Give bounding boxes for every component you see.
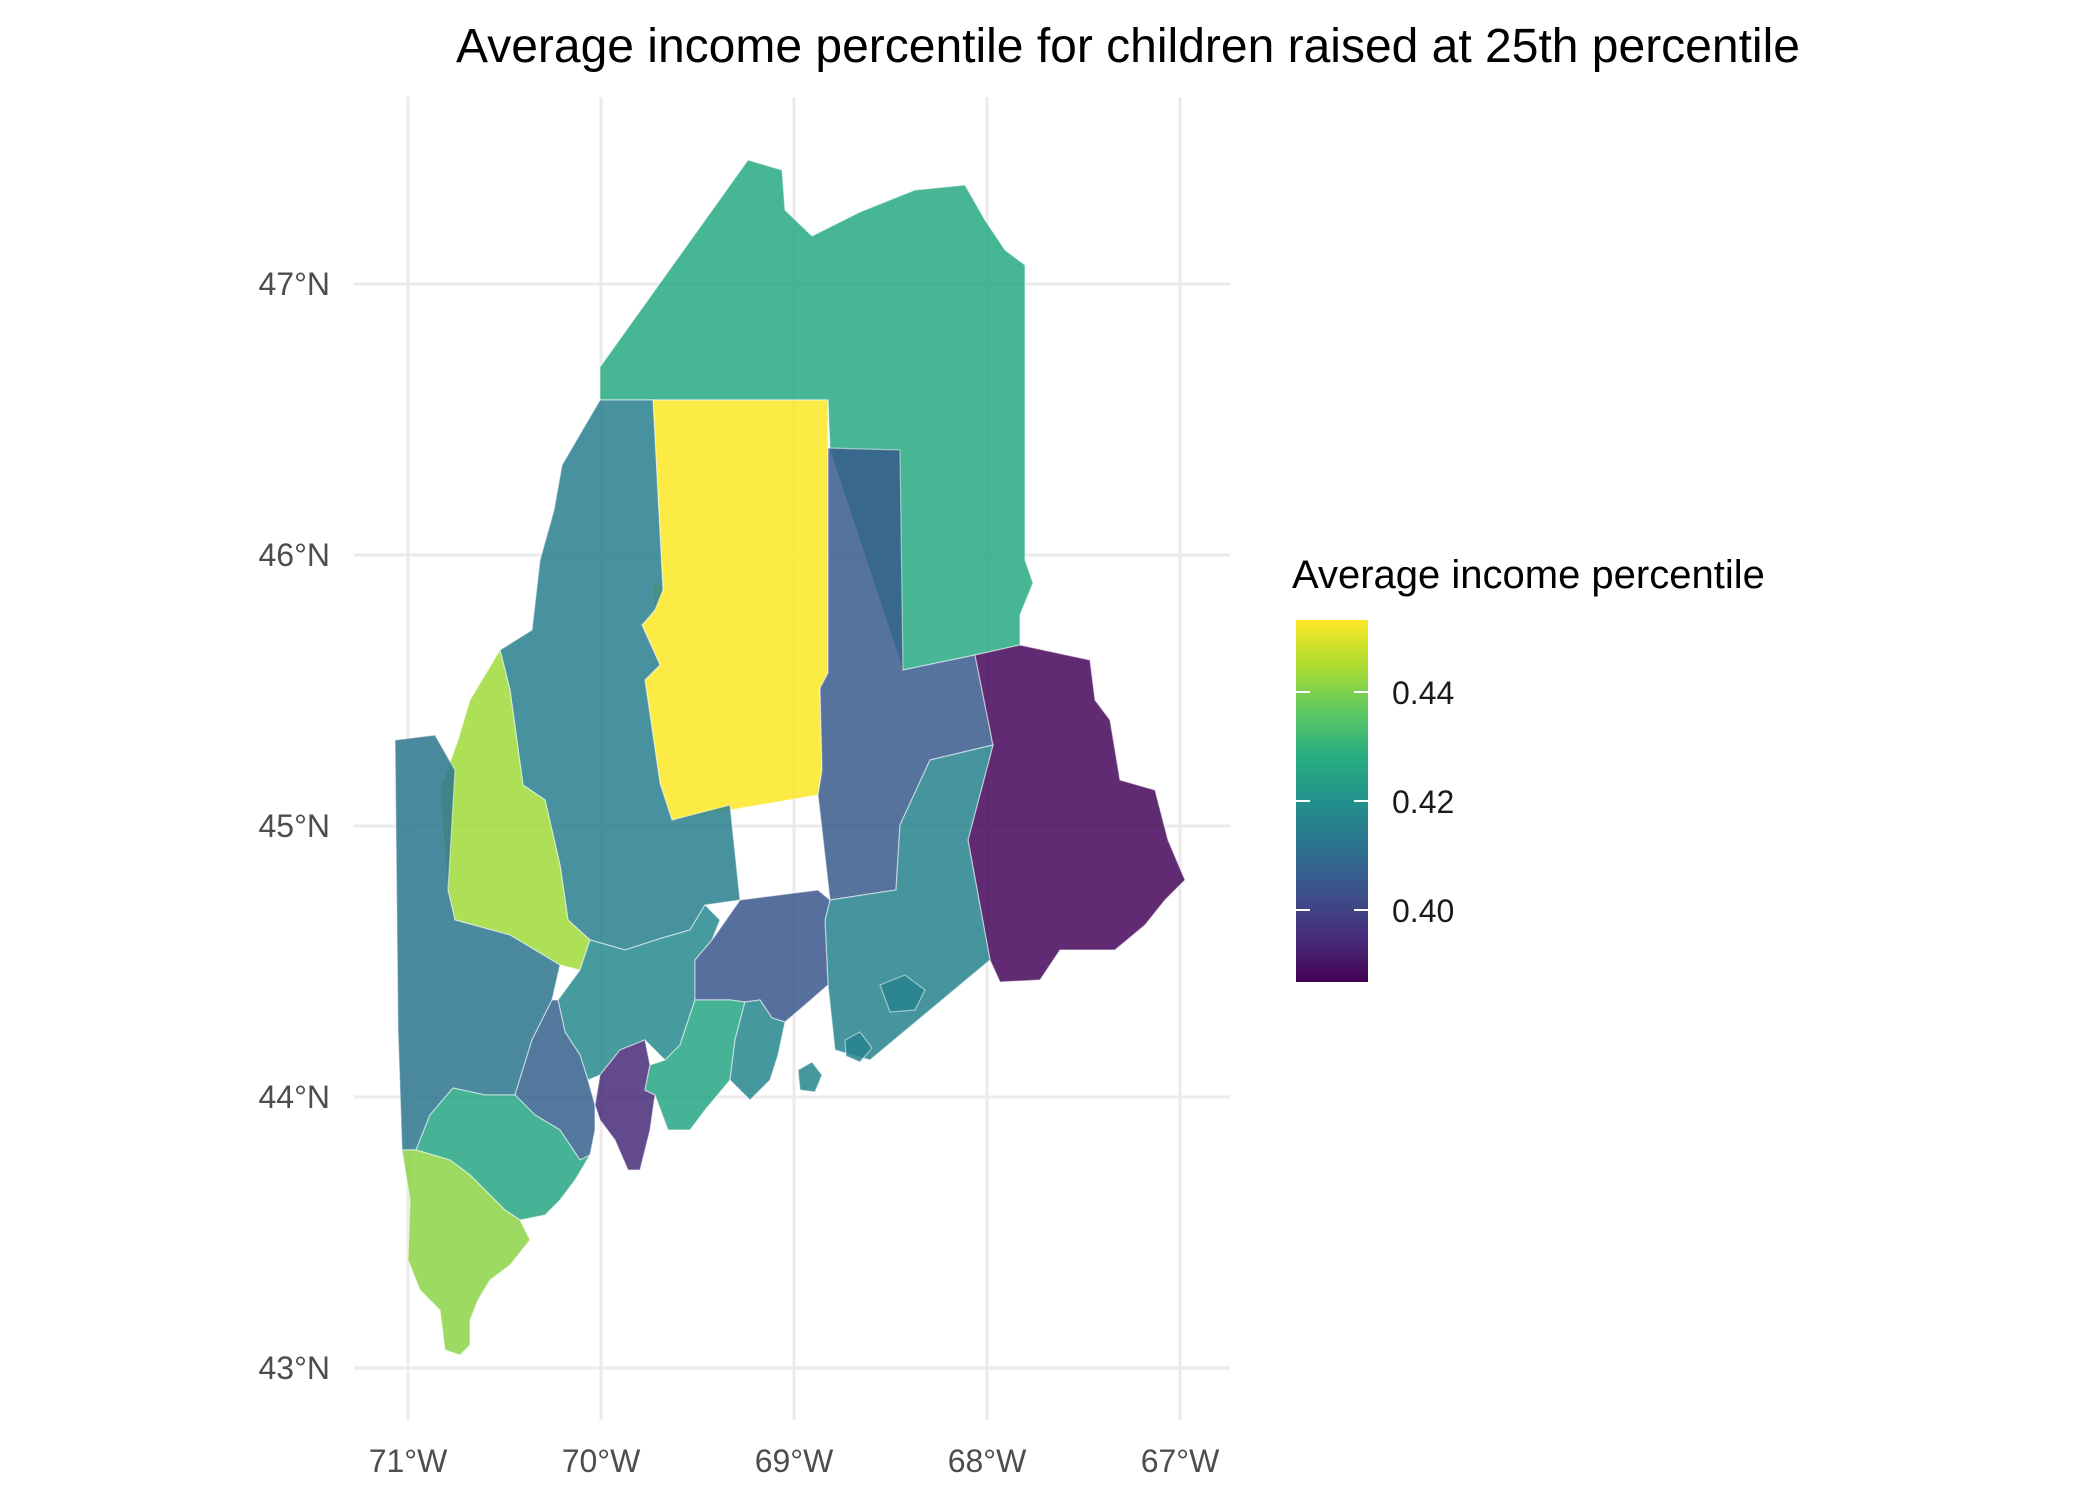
county-hancock <box>824 744 994 1061</box>
y-tick-label-43: 43°N <box>259 1350 331 1386</box>
county-lincoln <box>644 999 746 1131</box>
county-york <box>401 1149 531 1356</box>
x-axis-tick-labels: 71°W 70°W 69°W 68°W 67°W <box>369 1443 1220 1479</box>
legend-ticks <box>1296 691 1368 911</box>
legend: Average income percentile 0.44 0.42 0.40 <box>1292 553 1765 982</box>
county-polygons <box>394 159 1186 1356</box>
y-tick-label-47: 47°N <box>259 266 331 302</box>
x-tick-label-70: 70°W <box>562 1443 641 1479</box>
coastal-islands <box>797 974 926 1093</box>
legend-title: Average income percentile <box>1292 553 1765 597</box>
y-tick-label-44: 44°N <box>259 1079 331 1115</box>
x-tick-label-71: 71°W <box>369 1443 448 1479</box>
county-knox <box>729 999 786 1101</box>
county-piscataquis <box>641 399 829 821</box>
x-tick-label-68: 68°W <box>948 1443 1027 1479</box>
legend-label-040: 0.40 <box>1392 893 1454 929</box>
legend-label-042: 0.42 <box>1392 784 1454 820</box>
y-axis-tick-labels: 47°N 46°N 45°N 44°N 43°N <box>259 266 331 1386</box>
chart-title: Average income percentile for children r… <box>456 20 1800 73</box>
island-deer-isle <box>844 1031 873 1063</box>
legend-label-044: 0.44 <box>1392 675 1454 711</box>
county-washington <box>967 644 1186 983</box>
y-tick-label-45: 45°N <box>259 808 331 844</box>
y-tick-label-46: 46°N <box>259 537 331 573</box>
island-mount-desert <box>879 974 926 1013</box>
x-tick-label-67: 67°W <box>1141 1443 1220 1479</box>
island-vinalhaven <box>797 1061 823 1093</box>
x-tick-label-69: 69°W <box>755 1443 834 1479</box>
county-sagadahoc <box>594 1039 656 1171</box>
